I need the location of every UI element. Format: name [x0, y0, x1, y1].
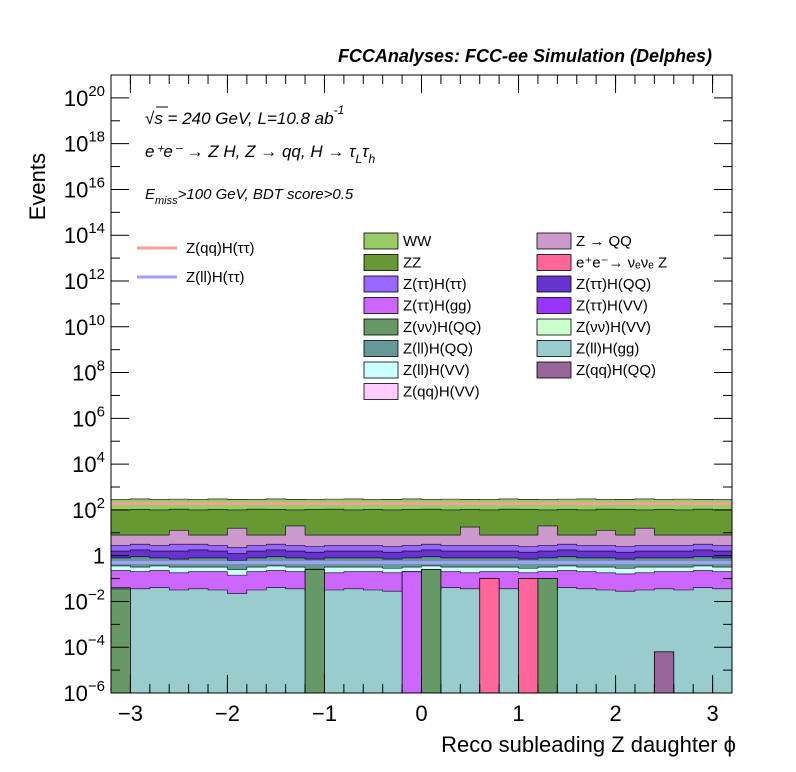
- legend-swatch: [536, 275, 572, 293]
- bin-Z(νν)H(QQ): [110, 588, 131, 694]
- legend-swatch: [536, 232, 572, 250]
- y-tick-label: 1014: [64, 220, 105, 248]
- bin-Z(νν)H(QQ): [421, 569, 442, 694]
- x-axis-label: Reco subleading Z daughter ϕ: [441, 732, 736, 757]
- legend-label: Z(qq)H(ττ): [186, 240, 255, 257]
- x-tick-label: 3: [706, 701, 718, 726]
- selection-label: Emiss>100 GeV, BDT score>0.5: [145, 186, 354, 207]
- bin-Z(νν)H(QQ): [304, 569, 325, 694]
- legend-swatch: [363, 340, 399, 357]
- y-axis-label: Events: [25, 153, 50, 220]
- x-tick-label: −1: [312, 701, 337, 726]
- legend-label: ZZ: [403, 255, 421, 272]
- legend-swatch: [363, 383, 399, 400]
- bin-e⁺e⁻ → νₑνₑ Z: [518, 578, 539, 694]
- y-tick-label: 108: [72, 358, 105, 386]
- x-tick-label: −3: [118, 701, 143, 726]
- y-tick-label: 1016: [64, 174, 105, 202]
- legend-swatch: [363, 254, 399, 271]
- legend-swatch: [363, 318, 399, 336]
- legend-swatch: [536, 318, 572, 336]
- legend-label: Z(ll)H(gg): [576, 341, 639, 358]
- legend-label: Z(ll)H(ττ): [186, 269, 245, 286]
- legend-label: Z(ττ)H(VV): [576, 298, 648, 315]
- legend-label: WW: [403, 233, 432, 250]
- legend-swatch: [536, 297, 572, 314]
- legend-label: Z(νν)H(VV): [576, 319, 651, 336]
- x-tick-label: 0: [415, 701, 427, 726]
- legend-swatch: [363, 297, 399, 314]
- y-tick-label: 1018: [64, 129, 105, 157]
- y-tick-label: 1012: [64, 266, 105, 294]
- x-tick-label: 2: [609, 701, 621, 726]
- legend-swatch: [363, 232, 399, 250]
- y-tick-label: 10−2: [63, 586, 105, 614]
- legend-swatch: [363, 275, 399, 293]
- lumi-exponent: -1: [334, 103, 345, 117]
- bin-Z(qq)H(QQ): [653, 651, 675, 694]
- legend-label: Z(ll)H(QQ): [403, 341, 473, 358]
- y-tick-label: 102: [72, 495, 105, 523]
- energy-lumi-label: √s = 240 GeV, L=10.8 ab-1: [145, 103, 344, 128]
- y-tick-label: 106: [72, 403, 105, 431]
- legend-label: Z(ττ)H(QQ): [576, 276, 651, 293]
- legend-label: Z → QQ: [576, 233, 632, 250]
- legend: Z(qq)H(ττ) Z(ll)H(ττ) WW ZZ Z(ττ)H(ττ) Z(ττ)H…: [137, 232, 667, 401]
- legend-label: e⁺e⁻→ νₑνₑ Z: [576, 255, 667, 272]
- legend-swatch: [536, 361, 572, 379]
- legend-swatch: [536, 254, 572, 271]
- legend-label: Z(ττ)H(gg): [403, 298, 472, 315]
- y-tick-label: 1: [93, 544, 105, 569]
- y-tick-label: 104: [72, 449, 105, 477]
- legend-label: Z(ττ)H(ττ): [403, 276, 467, 293]
- legend-label: Z(qq)H(VV): [403, 384, 480, 401]
- plot-header: FCCAnalyses: FCC-ee Simulation (Delphes): [338, 46, 712, 66]
- y-tick-label: 1020: [64, 83, 105, 111]
- signal-lines-layer: [111, 501, 732, 565]
- legend-label: Z(ll)H(VV): [403, 362, 470, 379]
- legend-swatch: [363, 361, 399, 379]
- legend-label: Z(qq)H(QQ): [576, 362, 656, 379]
- y-tick-label: 1010: [64, 312, 105, 340]
- y-tick-label: 10−4: [63, 632, 105, 660]
- bin-Z(νν)H(QQ): [537, 578, 558, 694]
- axis-layer: −3 −2 −1 0 1 2 3 10−6 10−4 10−2 1 102 104 106 108 1010 1…: [63, 74, 733, 726]
- y-tick-label: 10−6: [63, 678, 105, 706]
- x-tick-label: 1: [512, 701, 524, 726]
- bin-Z(ττ)H(gg): [401, 571, 422, 694]
- x-tick-label: −2: [215, 701, 240, 726]
- legend-label: Z(νν)H(QQ): [403, 319, 481, 336]
- legend-swatch: [536, 340, 572, 357]
- bin-e⁺e⁻ → νₑνₑ Z: [479, 578, 500, 694]
- process-label: e⁺e⁻ → Z H, Z → qq, H → τLτh: [145, 142, 375, 166]
